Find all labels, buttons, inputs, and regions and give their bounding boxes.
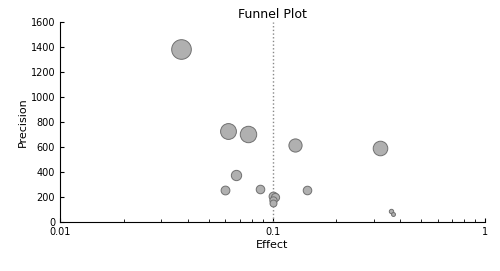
Point bbox=[232, 172, 239, 177]
X-axis label: Effect: Effect bbox=[256, 240, 288, 250]
Point bbox=[376, 146, 384, 150]
Point bbox=[256, 186, 264, 191]
Title: Funnel Plot: Funnel Plot bbox=[238, 8, 307, 21]
Point bbox=[222, 188, 230, 192]
Y-axis label: Precision: Precision bbox=[18, 97, 28, 147]
Point bbox=[268, 198, 276, 202]
Point bbox=[176, 46, 184, 51]
Point bbox=[268, 194, 276, 198]
Point bbox=[244, 132, 252, 137]
Point bbox=[303, 188, 311, 192]
Point bbox=[224, 128, 232, 133]
Point bbox=[292, 143, 300, 147]
Point bbox=[271, 195, 279, 199]
Point bbox=[386, 208, 394, 213]
Point bbox=[388, 212, 396, 217]
Point bbox=[270, 201, 278, 205]
